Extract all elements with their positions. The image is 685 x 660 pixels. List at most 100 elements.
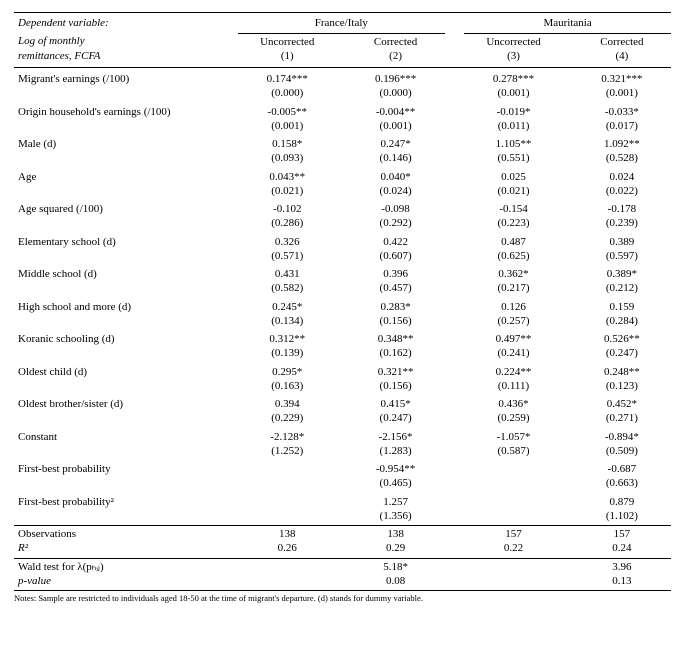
cell-se: (0.509) [573, 445, 671, 459]
cell-coef: -0.098 [346, 198, 444, 217]
r2-row: R² 0.26 0.29 0.22 0.24 [14, 542, 671, 558]
table-row: High school and more (d)0.245*0.283*0.12… [14, 296, 671, 315]
header-row-nums: remittances, FCFA (1) (2) (3) (4) [14, 50, 671, 68]
cell-coef: 0.248** [573, 361, 671, 380]
cell-coef: 0.295* [238, 361, 337, 380]
cell-coef: -0.894* [573, 426, 671, 445]
obs-c3: 157 [464, 526, 563, 542]
cell-se: (0.217) [464, 282, 563, 296]
cell-coef [464, 491, 563, 510]
dep-var-label: Dependent variable: [14, 13, 238, 34]
cell-se: (1.356) [346, 510, 444, 526]
col1-num: (1) [238, 50, 337, 68]
cell-coef: -0.154 [464, 198, 563, 217]
cell-se [464, 477, 563, 491]
cell-se: (0.582) [238, 282, 337, 296]
cell-se: (0.551) [464, 152, 563, 166]
row-label: Age squared (/100) [14, 198, 238, 217]
cell-se: (0.146) [346, 152, 444, 166]
cell-se: (0.528) [573, 152, 671, 166]
cell-coef: -0.004** [346, 101, 444, 120]
group-mauritania: Mauritania [464, 13, 671, 34]
cell-se [238, 477, 337, 491]
cell-coef: -2.156* [346, 426, 444, 445]
col3-num: (3) [464, 50, 563, 68]
cell-coef: 0.415* [346, 393, 444, 412]
row-label: Middle school (d) [14, 263, 238, 282]
row-label: Elementary school (d) [14, 231, 238, 250]
table-body: Migrant's earnings (/100)0.174***0.196**… [14, 68, 671, 526]
col2-label: Corrected [346, 33, 444, 49]
cell-coef: 0.326 [238, 231, 337, 250]
cell-coef: 0.431 [238, 263, 337, 282]
cell-se: (0.597) [573, 250, 671, 264]
row-label: High school and more (d) [14, 296, 238, 315]
header-row-cols: Log of monthly Uncorrected Corrected Unc… [14, 33, 671, 49]
cell-se: (1.283) [346, 445, 444, 459]
regression-table: Dependent variable: France/Italy Maurita… [14, 12, 671, 591]
table-row: Middle school (d)0.431 0.396 0.362* 0.389* [14, 263, 671, 282]
wald-pvalue-row: p-value 0.08 0.13 [14, 575, 671, 591]
cell-coef: 1.105** [464, 133, 563, 152]
cell-coef: 0.396 [346, 263, 444, 282]
cell-coef: -0.178 [573, 198, 671, 217]
r2-c2: 0.29 [346, 542, 444, 558]
cell-coef: 0.321** [346, 361, 444, 380]
cell-coef: -0.033* [573, 101, 671, 120]
row-label-blank [14, 185, 238, 199]
header-row-groups: Dependent variable: France/Italy Maurita… [14, 13, 671, 34]
table-row: (0.000)(0.000)(0.001)(0.001) [14, 87, 671, 101]
cell-coef: 0.247* [346, 133, 444, 152]
table-row: Age0.043**0.040*0.0250.024 [14, 166, 671, 185]
col3-label: Uncorrected [464, 33, 563, 49]
group-france-italy: France/Italy [238, 13, 445, 34]
table-row: (0.229)(0.247)(0.259)(0.271) [14, 412, 671, 426]
cell-coef: 0.245* [238, 296, 337, 315]
cell-coef: 0.487 [464, 231, 563, 250]
row-label-blank [14, 477, 238, 491]
cell-coef: 0.043** [238, 166, 337, 185]
col4-label: Corrected [573, 33, 671, 49]
table-row: Migrant's earnings (/100)0.174***0.196**… [14, 68, 671, 87]
cell-coef: 0.158* [238, 133, 337, 152]
row-label-blank [14, 87, 238, 101]
cell-se: (1.252) [238, 445, 337, 459]
table-row: Elementary school (d)0.3260.4220.4870.38… [14, 231, 671, 250]
col4-num: (4) [573, 50, 671, 68]
row-label: First-best probability [14, 458, 238, 477]
cell-se: (0.259) [464, 412, 563, 426]
table-row: (1.356)(1.102) [14, 510, 671, 526]
cell-coef: 0.024 [573, 166, 671, 185]
cell-coef: 0.278*** [464, 68, 563, 87]
cell-se: (0.271) [573, 412, 671, 426]
cell-se: (0.111) [464, 380, 563, 394]
cell-coef [238, 491, 337, 510]
cell-se: (0.571) [238, 250, 337, 264]
cell-coef: -1.057* [464, 426, 563, 445]
cell-coef: -0.102 [238, 198, 337, 217]
row-label: Oldest child (d) [14, 361, 238, 380]
row-label-blank [14, 510, 238, 526]
cell-coef: 0.362* [464, 263, 563, 282]
cell-se: (0.001) [238, 120, 337, 134]
table-row: (0.286)(0.292)(0.223)(0.239) [14, 217, 671, 231]
cell-coef: 0.389* [573, 263, 671, 282]
cell-se: (0.022) [573, 185, 671, 199]
table-row: (1.252)(1.283)(0.587)(0.509) [14, 445, 671, 459]
cell-se [238, 510, 337, 526]
row-label-blank [14, 347, 238, 361]
cell-coef: 0.321*** [573, 68, 671, 87]
table-row: (0.021)(0.024)(0.021)(0.022) [14, 185, 671, 199]
cell-se: (0.156) [346, 380, 444, 394]
cell-se: (0.229) [238, 412, 337, 426]
cell-coef: -0.954** [346, 458, 444, 477]
r2-label: R² [14, 542, 238, 558]
dep-var-desc2: remittances, FCFA [14, 50, 238, 68]
cell-coef: 0.452* [573, 393, 671, 412]
cell-coef: 0.394 [238, 393, 337, 412]
row-label-blank [14, 412, 238, 426]
table-notes: Notes: Sample are restricted to individu… [14, 594, 671, 603]
table-row: (0.465)(0.663) [14, 477, 671, 491]
cell-coef: -0.687 [573, 458, 671, 477]
row-label-blank [14, 445, 238, 459]
